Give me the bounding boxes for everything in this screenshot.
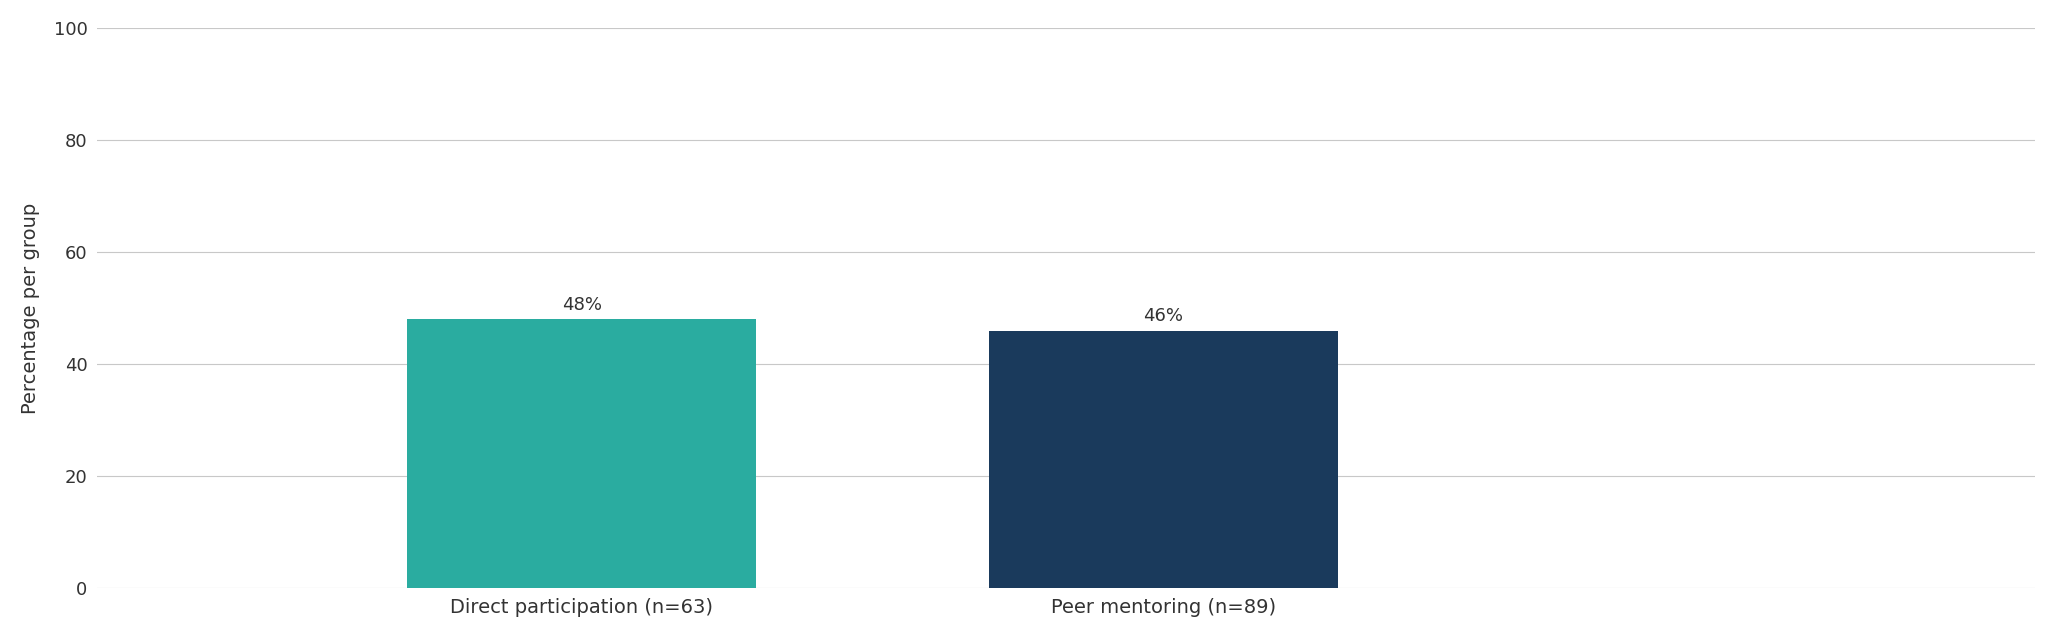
Y-axis label: Percentage per group: Percentage per group: [21, 202, 39, 414]
Text: 48%: 48%: [561, 296, 602, 314]
Bar: [989, 330, 1338, 588]
Bar: [407, 320, 757, 588]
Text: 46%: 46%: [1143, 307, 1182, 325]
